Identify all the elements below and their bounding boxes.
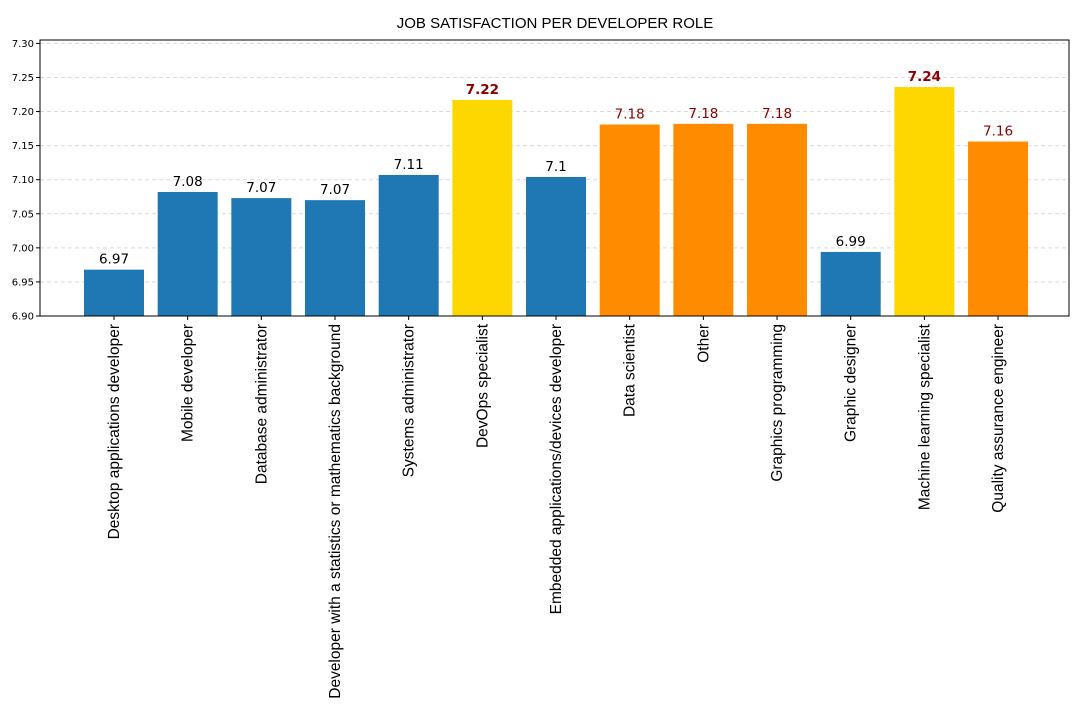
- y-axis: 6.90 6.95 7.00 7.05 7.10 7.15 7.20 7.25 7.30: [12, 39, 40, 323]
- bar: [820, 251, 881, 316]
- chart-title: JOB SATISFACTION PER DEVELOPER ROLE: [397, 15, 713, 32]
- plot-frame: [39, 39, 1070, 317]
- bar: [894, 87, 955, 317]
- bar-value-label: 7.22: [466, 82, 499, 98]
- bar-value-label: 7.08: [173, 174, 203, 190]
- y-tick-label: 7.05: [12, 209, 34, 220]
- bar: [84, 269, 144, 316]
- x-tick-label: Developer with a statistics or mathemati…: [327, 324, 344, 699]
- bar-value-label: 7.07: [246, 180, 276, 196]
- y-tick-label: 7.30: [12, 39, 34, 50]
- y-tick-label: 7.15: [12, 141, 34, 152]
- x-tick-label: Other: [695, 324, 712, 363]
- bar: [526, 176, 587, 316]
- bar-value-label: 6.97: [99, 252, 129, 268]
- y-tick-label: 6.90: [12, 312, 34, 323]
- y-tick-label: 7.10: [12, 175, 34, 186]
- x-tick-label: Mobile developer: [180, 324, 197, 442]
- bar: [968, 141, 1029, 316]
- bars: [84, 87, 1029, 317]
- bar: [157, 191, 218, 316]
- bar: [452, 99, 513, 316]
- x-tick-label: Data scientist: [622, 323, 639, 417]
- bar: [378, 174, 439, 316]
- bar-value-label: 7.11: [394, 157, 424, 173]
- y-tick-label: 6.95: [12, 277, 34, 288]
- bar: [231, 198, 292, 316]
- x-tick-label: Graphic designer: [843, 324, 860, 442]
- bar-value-label: 7.07: [320, 182, 350, 198]
- bar: [305, 200, 366, 316]
- bar-value-label: 7.18: [615, 107, 645, 123]
- y-tick-label: 7.20: [12, 107, 34, 118]
- bar-value-label: 7.18: [762, 106, 792, 122]
- bar-value-label: 7.16: [983, 124, 1013, 140]
- bar: [599, 124, 660, 317]
- value-labels: 6.97 7.08 7.07 7.07 7.11 7.22 7.1 7.18 7.18 7.18 6…: [99, 69, 1013, 268]
- x-tick-label: Graphics programming: [769, 324, 786, 482]
- bar-value-label: 7.18: [688, 106, 718, 122]
- bar: [673, 123, 734, 316]
- x-tick-label: Systems administrator: [401, 324, 418, 477]
- y-tick-label: 7.00: [12, 243, 34, 254]
- y-tick-label: 7.25: [12, 73, 34, 84]
- x-tick-label: Machine learning specialist: [916, 323, 933, 510]
- bar: [747, 123, 808, 316]
- x-tick-label: Database administrator: [253, 324, 270, 484]
- x-tick-label: Embedded applications/devices developer: [548, 324, 565, 614]
- x-axis: Desktop applications developer Mobile dev…: [106, 316, 1007, 699]
- x-tick-label: Quality assurance engineer: [990, 324, 1007, 513]
- bar-value-label: 7.24: [908, 69, 941, 85]
- x-tick-label: DevOps specialist: [474, 323, 491, 448]
- bar-value-label: 6.99: [836, 234, 866, 250]
- x-tick-label: Desktop applications developer: [106, 324, 123, 539]
- bar-value-label: 7.1: [545, 159, 566, 175]
